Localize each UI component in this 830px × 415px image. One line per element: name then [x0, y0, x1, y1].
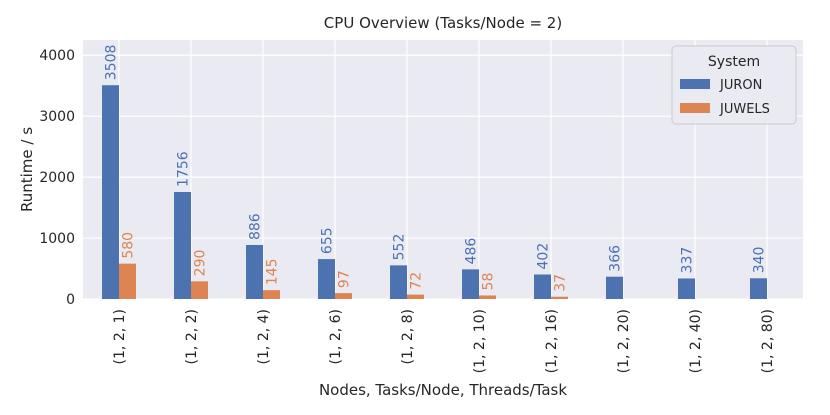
x-tick-label: (1, 2, 16): [544, 309, 560, 373]
bar-juwels: [479, 295, 496, 299]
x-tick-label: (1, 2, 40): [688, 309, 704, 373]
bar-value-label: 3508: [104, 45, 120, 81]
bar-juron: [750, 278, 767, 299]
bar-value-label: 37: [553, 274, 569, 292]
bar-value-label: 552: [392, 234, 408, 261]
bar-juron: [246, 245, 263, 299]
bar-juwels: [407, 294, 424, 299]
legend-entry: JURON: [719, 78, 762, 93]
y-ticks: 0 1000 2000 3000 4000: [39, 48, 75, 308]
bar-juron: [390, 265, 407, 299]
bar-juwels: [119, 263, 136, 299]
bar-juron: [678, 278, 695, 299]
legend-swatch: [680, 103, 710, 113]
x-tick-label: (1, 2, 2): [184, 309, 200, 364]
bar-juron: [102, 85, 119, 299]
bar-value-label: 337: [680, 247, 696, 274]
bar-value-label: 655: [320, 227, 336, 254]
bar-value-label: 366: [608, 245, 624, 272]
legend-swatch: [680, 79, 710, 89]
y-tick-label: 0: [66, 292, 75, 308]
bar-juwels: [551, 296, 568, 299]
y-tick-label: 3000: [39, 109, 75, 125]
x-tick-label: (1, 2, 1): [112, 309, 128, 364]
legend-entry: JUWELS: [719, 102, 770, 117]
bar-value-label: 486: [464, 238, 480, 265]
y-tick-label: 1000: [39, 231, 75, 247]
bar-juwels: [191, 281, 208, 299]
bar-value-label: 1756: [176, 151, 192, 187]
bar-juron: [462, 269, 479, 299]
bar-value-label: 58: [481, 273, 497, 291]
x-tick-label: (1, 2, 80): [760, 309, 776, 373]
bar-value-label: 580: [121, 232, 137, 259]
bar-juwels: [335, 293, 352, 299]
x-ticks: (1, 2, 1) (1, 2, 2) (1, 2, 4) (1, 2, 6) (1, …: [112, 309, 776, 373]
bar-labels: 3508 1756 886 655 552 486 402 366 337 340 580 290 14…: [104, 45, 768, 292]
x-tick-label: (1, 2, 10): [472, 309, 488, 373]
y-axis-label: Runtime / s: [18, 127, 36, 212]
y-tick-label: 2000: [39, 170, 75, 186]
y-tick-label: 4000: [39, 48, 75, 64]
bar-value-label: 290: [193, 250, 209, 277]
bar-juron: [534, 274, 551, 299]
x-tick-label: (1, 2, 20): [616, 309, 632, 373]
bar-juron: [174, 191, 191, 299]
bar-juron: [606, 276, 623, 299]
bar-value-label: 402: [536, 243, 552, 270]
x-tick-label: (1, 2, 8): [400, 309, 416, 364]
x-tick-label: (1, 2, 4): [256, 309, 272, 364]
legend: System JURON JUWELS: [671, 45, 797, 125]
bar-juwels: [263, 290, 280, 299]
x-tick-label: (1, 2, 6): [328, 309, 344, 364]
x-axis-label: Nodes, Tasks/Node, Threads/Task: [319, 381, 567, 399]
legend-title: System: [708, 54, 760, 70]
bar-value-label: 340: [752, 247, 768, 274]
bar-value-label: 145: [265, 258, 281, 285]
grid: [83, 40, 803, 300]
bar-value-label: 97: [337, 270, 353, 288]
bars: [102, 85, 767, 299]
chart-title: CPU Overview (Tasks/Node = 2): [324, 14, 562, 32]
bar-juron: [318, 259, 335, 299]
bar-value-label: 886: [248, 213, 264, 240]
bar-value-label: 72: [409, 272, 425, 290]
